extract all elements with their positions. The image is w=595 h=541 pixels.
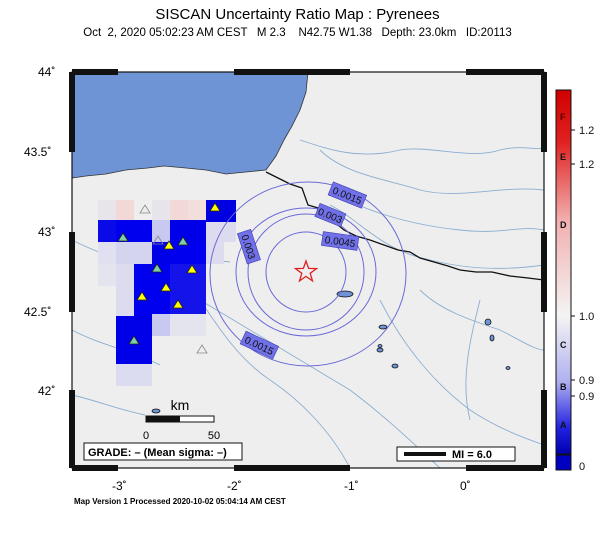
station-marker	[209, 202, 221, 212]
lat-tick-label: 42.5˚	[24, 305, 51, 319]
scale-bar: km 0 50	[143, 397, 220, 442]
station-marker	[163, 240, 175, 250]
lat-axis: 44˚ 43.5˚ 43˚ 42.5˚ 42˚	[24, 65, 55, 398]
event-info: Oct 2, 2020 05:02:23 AM CEST M 2.3 N42.7…	[83, 27, 512, 39]
grade-box: GRADE: – (Mean sigma: –)	[83, 442, 243, 461]
country-border	[265, 171, 545, 281]
scale-tick: 0	[143, 430, 149, 442]
colorbar-value: 1.0	[579, 311, 594, 323]
colorbar-letter: C	[560, 340, 567, 350]
lat-tick-label: 44˚	[38, 65, 55, 79]
station-marker	[186, 264, 198, 274]
colorbar-letter: E	[560, 152, 566, 162]
station-marker	[172, 299, 184, 309]
colorbar-value: 0	[579, 461, 585, 473]
lon-axis: -3˚ -2˚ -1˚ 0˚	[112, 479, 471, 493]
station-marker	[160, 282, 172, 292]
station-marker	[196, 344, 208, 354]
processing-footer: Map Version 1 Processed 2020-10-02 05:04…	[74, 497, 286, 506]
station-marker	[152, 235, 164, 245]
lon-tick-label: -2˚	[227, 479, 242, 493]
lon-tick-label: -1˚	[344, 479, 359, 493]
lat-tick-label: 43.5˚	[24, 145, 51, 159]
scale-tick: 50	[208, 430, 220, 442]
map-title: SISCAN Uncertainty Ratio Map : Pyrenees	[155, 6, 440, 23]
epicenter-star	[293, 259, 319, 283]
colorbar-value: 1.2	[579, 125, 594, 137]
station-marker	[177, 236, 189, 246]
station-marker	[151, 263, 163, 273]
lon-tick-label: 0˚	[460, 479, 471, 493]
station-marker	[136, 291, 148, 301]
lakes	[151, 290, 511, 414]
stations	[117, 202, 221, 354]
colorbar-value: 1.2	[579, 159, 594, 171]
colorbar-letter: B	[560, 382, 567, 392]
station-marker	[117, 232, 129, 242]
contour-label: 0.0045	[324, 235, 356, 250]
colorbar: F E D C B A 1.2 1.2 1.0 0.9 0.9 0	[555, 89, 594, 473]
mi-legend-text: MI = 6.0	[452, 449, 492, 461]
colorbar-value: 0.9	[579, 375, 594, 387]
station-marker	[128, 335, 140, 345]
colorbar-letter: A	[560, 420, 567, 430]
station-marker	[139, 204, 151, 214]
colorbar-letter: D	[560, 220, 567, 230]
lat-tick-label: 42˚	[38, 384, 55, 398]
sea-area	[71, 71, 309, 179]
lat-tick-label: 43˚	[38, 225, 55, 239]
grade-text: GRADE: – (Mean sigma: –)	[88, 447, 227, 459]
mi-legend: MI = 6.0	[396, 446, 516, 462]
map-frame	[69, 69, 547, 471]
colorbar-letter: F	[560, 112, 566, 122]
lon-tick-label: -3˚	[112, 479, 127, 493]
colorbar-value: 0.9	[579, 391, 594, 403]
scale-label: km	[171, 397, 190, 413]
uncertainty-contours	[209, 181, 407, 367]
